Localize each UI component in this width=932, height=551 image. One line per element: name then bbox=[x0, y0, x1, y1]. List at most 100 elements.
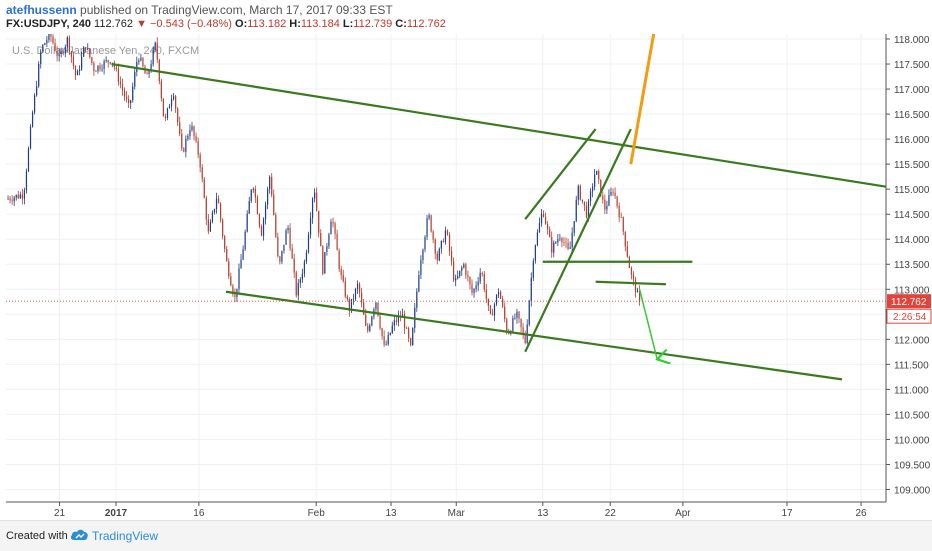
created-with-label: Created with bbox=[6, 530, 68, 542]
candle-body bbox=[130, 100, 132, 104]
candle-body bbox=[291, 248, 293, 259]
candle-body bbox=[23, 190, 26, 199]
candle-body bbox=[485, 289, 487, 299]
candle-body bbox=[254, 188, 256, 198]
candle-body bbox=[301, 273, 303, 280]
candle-body bbox=[557, 239, 559, 243]
x-tick-label: 26 bbox=[856, 508, 868, 519]
candle-body bbox=[70, 51, 73, 57]
candle-body bbox=[9, 198, 11, 201]
trend-line bbox=[595, 280, 667, 286]
price-chart[interactable]: U.S. Dollar/Japanese Yen, 240, FXCM 118.0… bbox=[0, 34, 932, 520]
candle-body bbox=[630, 268, 633, 275]
candle-body bbox=[297, 283, 299, 296]
candle-body bbox=[487, 298, 489, 307]
candle-body bbox=[438, 248, 440, 261]
candle-body bbox=[40, 51, 42, 65]
candle-body bbox=[416, 291, 418, 308]
candle-body bbox=[604, 199, 606, 210]
tradingview-brand[interactable]: TradingView bbox=[92, 529, 159, 543]
candle-body bbox=[295, 272, 297, 296]
candle-body bbox=[553, 242, 555, 253]
y-tick-label: 118.000 bbox=[894, 35, 930, 46]
candle-body bbox=[197, 140, 199, 155]
candle-body bbox=[493, 304, 496, 316]
candle-body bbox=[540, 213, 543, 224]
candle-body bbox=[160, 81, 162, 99]
candle-body bbox=[148, 71, 150, 75]
candle-body bbox=[275, 215, 277, 237]
candle-body bbox=[522, 327, 524, 334]
y-tick-label: 111.000 bbox=[894, 385, 929, 396]
x-tick-label: Feb bbox=[308, 508, 326, 519]
candle-body bbox=[555, 242, 557, 244]
chart-header: atefhussenn published on TradingView.com… bbox=[0, 0, 932, 34]
y-tick-label: 114.000 bbox=[894, 235, 930, 246]
candle-body bbox=[500, 291, 502, 299]
candle-body bbox=[226, 248, 228, 262]
candle-body bbox=[610, 192, 612, 196]
candle-body bbox=[277, 236, 279, 257]
candle-body bbox=[115, 67, 117, 69]
candle-body bbox=[638, 290, 641, 302]
candle-body bbox=[542, 213, 545, 217]
candle-body bbox=[99, 65, 101, 70]
candle-body bbox=[563, 242, 565, 243]
candle-body bbox=[612, 192, 614, 193]
candle-body bbox=[326, 246, 328, 252]
candle-body bbox=[320, 233, 322, 247]
candle-body bbox=[336, 233, 338, 251]
candle-body bbox=[50, 34, 52, 37]
candle-body bbox=[483, 273, 485, 290]
candle-body bbox=[448, 234, 451, 252]
candle-body bbox=[311, 198, 314, 219]
candle-body bbox=[489, 306, 492, 314]
candle-body bbox=[369, 325, 371, 331]
candle-body bbox=[442, 240, 445, 243]
candle-body bbox=[381, 328, 383, 337]
candle-body bbox=[573, 221, 575, 233]
candle-body bbox=[228, 261, 230, 277]
candle-body bbox=[577, 185, 579, 200]
candle-body bbox=[72, 56, 75, 67]
candle-body bbox=[303, 261, 306, 274]
candle-body bbox=[142, 57, 144, 67]
x-tick-label: Mar bbox=[448, 508, 466, 519]
author-name[interactable]: atefhussenn bbox=[6, 3, 77, 17]
candle-body bbox=[587, 201, 590, 218]
candle-body bbox=[520, 318, 522, 328]
candle-body bbox=[375, 302, 377, 310]
tradingview-cloud-icon[interactable] bbox=[70, 528, 90, 547]
candle-body bbox=[76, 70, 79, 76]
candle-body bbox=[565, 242, 567, 244]
candle-body bbox=[452, 261, 455, 281]
candle-body bbox=[575, 199, 577, 222]
candle-body bbox=[616, 196, 618, 206]
candle-body bbox=[166, 108, 169, 118]
x-tick-label: 22 bbox=[605, 508, 617, 519]
candle-body bbox=[89, 48, 91, 58]
projection-arrow-down bbox=[638, 289, 658, 359]
candle-body bbox=[183, 148, 185, 152]
candle-body bbox=[547, 224, 549, 230]
y-tick-label: 110.000 bbox=[894, 435, 930, 446]
candle-body bbox=[13, 197, 15, 202]
candle-body bbox=[244, 231, 246, 250]
candle-body bbox=[579, 185, 581, 200]
candle-body bbox=[34, 95, 36, 113]
close-label: C: bbox=[395, 18, 407, 30]
candle-body bbox=[54, 43, 56, 51]
candle-body bbox=[150, 64, 152, 72]
candle-body bbox=[207, 219, 209, 232]
candle-body bbox=[524, 333, 526, 344]
candle-body bbox=[189, 130, 191, 136]
candle-body bbox=[191, 126, 193, 131]
candle-body bbox=[215, 198, 218, 209]
x-tick-label: 16 bbox=[193, 508, 205, 519]
x-tick-label: 17 bbox=[781, 508, 793, 519]
y-tick-label: 114.500 bbox=[894, 210, 930, 221]
candle-body bbox=[217, 198, 220, 204]
candle-body bbox=[403, 314, 406, 329]
candle-body bbox=[324, 251, 326, 274]
candle-body bbox=[283, 244, 285, 251]
